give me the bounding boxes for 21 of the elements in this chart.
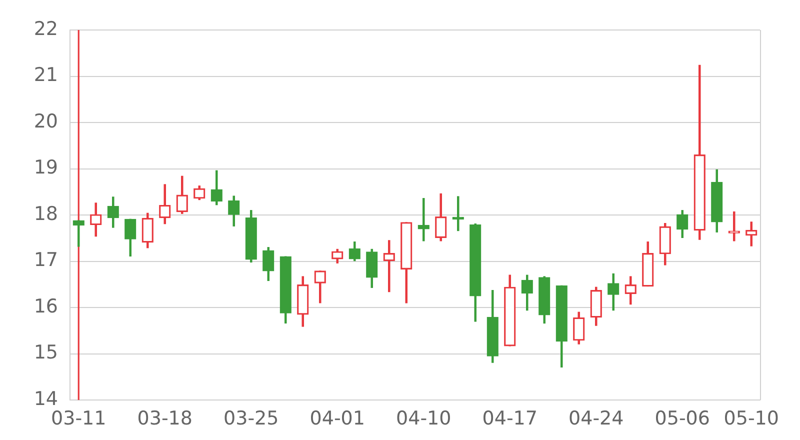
x-tick-label: 04-24 (568, 407, 624, 430)
candlestick (383, 240, 395, 292)
y-tick-label: 21 (34, 64, 58, 86)
candlestick (72, 220, 84, 247)
x-tick-label: 04-01 (310, 407, 365, 430)
candlestick (728, 211, 740, 242)
x-tick-label: 03-18 (137, 407, 192, 430)
y-tick-label: 14 (34, 388, 58, 410)
x-tick-label: 05-06 (654, 407, 710, 430)
y-tick-label: 20 (34, 110, 58, 132)
y-tick-label: 19 (34, 156, 58, 179)
x-tick-label: 04-17 (482, 407, 538, 430)
y-tick-label: 18 (34, 202, 58, 225)
x-tick-label: 03-25 (224, 407, 279, 430)
x-tick-label: 05-10 (724, 407, 779, 430)
y-tick-label: 17 (34, 249, 58, 272)
y-tick-label: 22 (34, 18, 58, 40)
y-tick-label: 16 (34, 295, 58, 318)
x-tick-label: 04-10 (396, 407, 452, 430)
x-tick-label: 03-11 (51, 407, 106, 430)
y-tick-label: 15 (34, 342, 58, 364)
